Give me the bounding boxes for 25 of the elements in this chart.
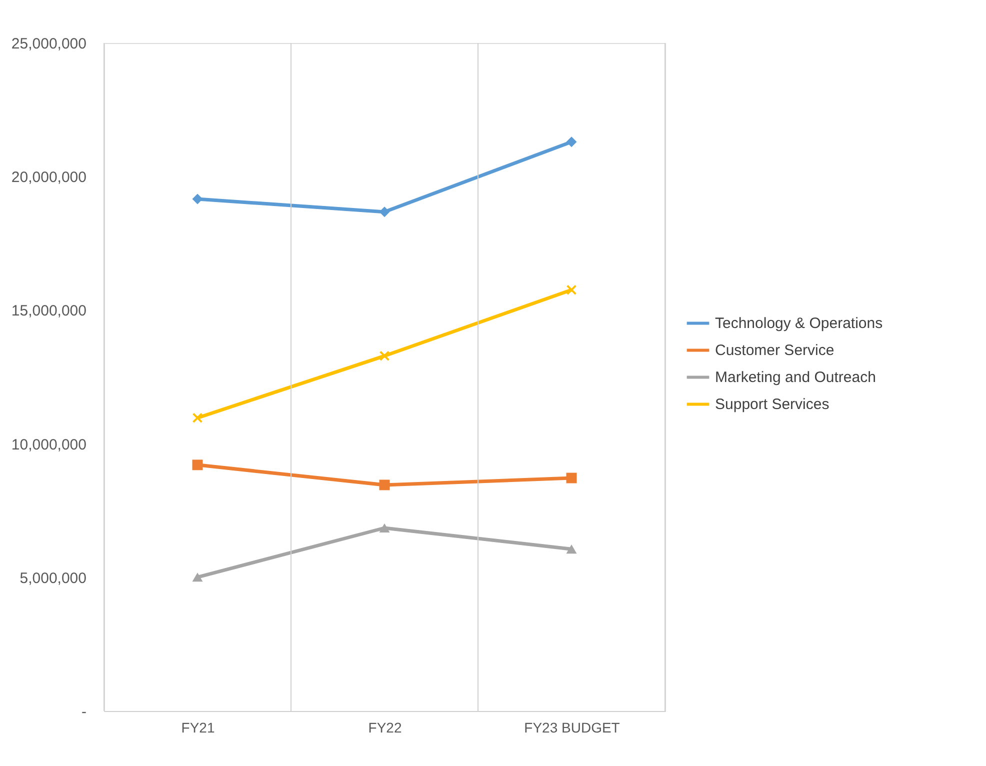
y-tick-label: 20,000,000 [11,169,86,186]
point [379,480,390,490]
point [566,544,577,554]
point [192,194,203,204]
legend-label: Technology & Operations [715,315,883,332]
point [192,460,203,470]
point [192,412,203,424]
x-tick-label: FY23 BUDGET [524,720,620,736]
point [566,136,577,148]
point [379,523,390,533]
x-tick-label: FY22 [368,720,402,736]
y-tick-label: 25,000,000 [11,36,86,52]
x-tick-label: FY21 [181,720,215,736]
point [192,572,203,582]
point [566,472,577,484]
legend-label: Marketing and Outreach [715,369,876,386]
point [566,284,577,296]
y-tick-label: 10,000,000 [11,436,86,454]
y-tick-label: 15,000,000 [11,302,86,320]
y-tick-label: 5,000,000 [20,570,86,587]
y-tick-label: - [82,704,86,720]
point [379,206,390,218]
legend-label: Support Services [715,396,830,414]
legend-label: Customer Service [715,342,834,360]
point [379,350,390,362]
